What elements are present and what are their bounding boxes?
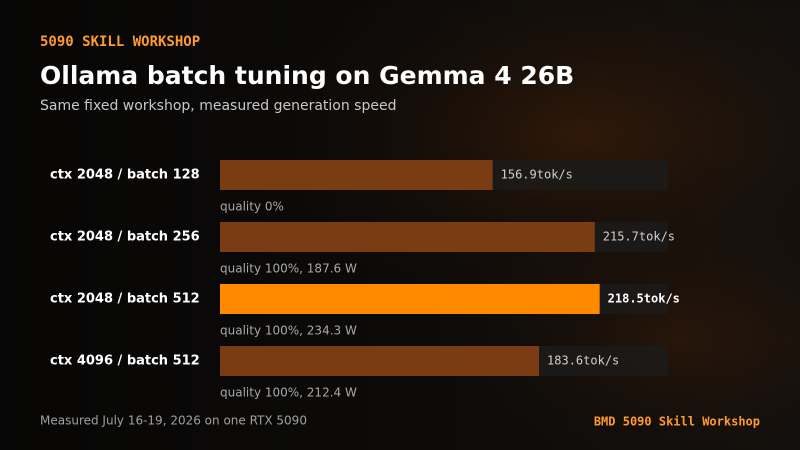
note: quality 100%, 212.4 W (220, 386, 357, 400)
value-label: 183.6tok/s (547, 354, 619, 368)
value-label: 156.9tok/s (501, 168, 573, 182)
category-label: ctx 2048 / batch 128 (50, 168, 200, 183)
value-label: 218.5tok/s (608, 292, 680, 306)
bar (220, 160, 493, 190)
note: quality 100%, 234.3 W (220, 324, 357, 338)
eyebrow: 5090 SKILL WORKSHOP (40, 34, 200, 50)
category-label: ctx 2048 / batch 512 (50, 292, 200, 307)
category-label: ctx 2048 / batch 256 (50, 230, 200, 245)
footer: Measured July 16-19, 2026 on one RTX 509… (40, 414, 307, 428)
category-label: ctx 4096 / batch 512 (50, 354, 200, 369)
chart-title: Ollama batch tuning on Gemma 4 26B (40, 61, 574, 90)
bar (220, 222, 595, 252)
note: quality 100%, 187.6 W (220, 262, 357, 276)
subtitle: Same fixed workshop, measured generation… (40, 98, 396, 114)
value-label: 215.7tok/s (603, 230, 675, 244)
bar (220, 284, 600, 314)
bar (220, 346, 540, 376)
note: quality 0% (220, 200, 284, 214)
brand: BMD 5090 Skill Workshop (594, 415, 760, 429)
